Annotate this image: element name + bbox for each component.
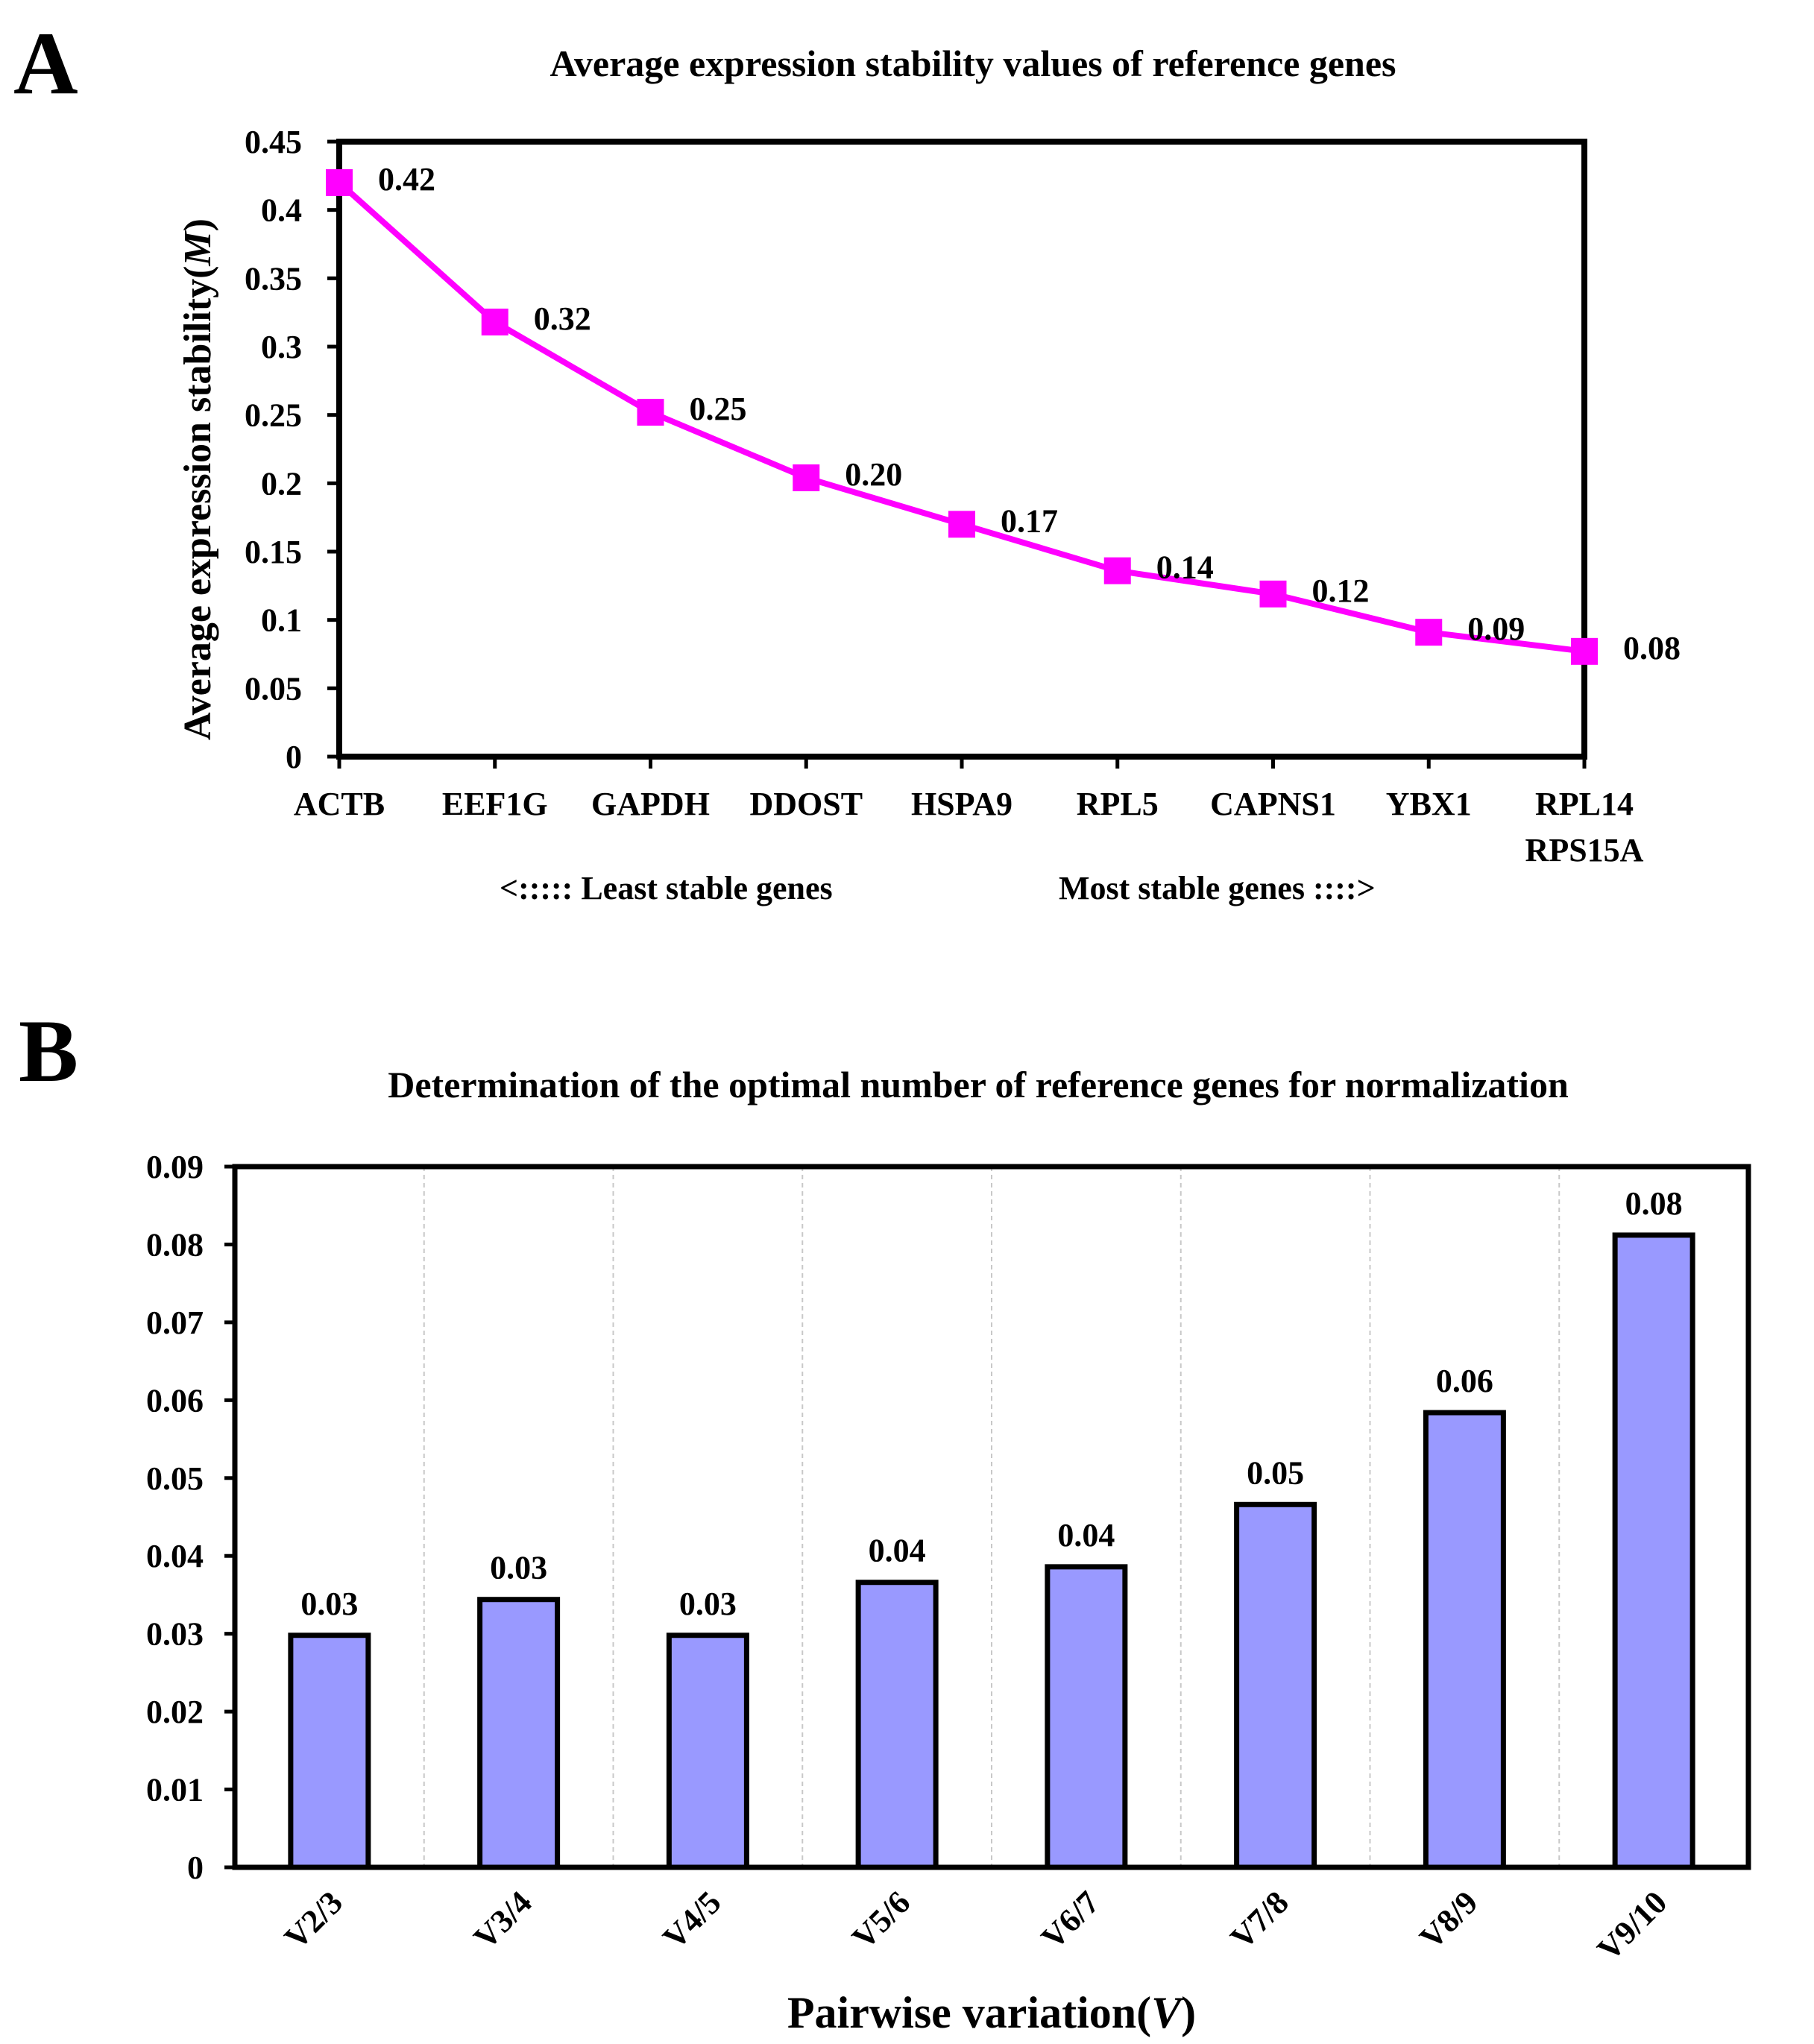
panel-b-y-tick-label: 0.05 bbox=[146, 1460, 204, 1497]
panel-b-y-tick-label: 0 bbox=[187, 1849, 204, 1886]
panel-b-data-label: 0.08 bbox=[1625, 1185, 1683, 1222]
panel-b-data-label: 0.03 bbox=[490, 1550, 547, 1586]
panel-a-category-label: HSPA9 bbox=[911, 786, 1012, 822]
panel-a-y-axis-title: Average expression stability(M) bbox=[177, 218, 219, 740]
panel-b-bar bbox=[1612, 1232, 1695, 1870]
most-stable-annotation: Most stable genes ::::> bbox=[1059, 870, 1376, 906]
panel-b-y-tick-label: 0.07 bbox=[146, 1305, 204, 1341]
panel-b-plot-frame bbox=[232, 1164, 1751, 1870]
panel-a-y-tick-label: 0.35 bbox=[245, 260, 302, 297]
panel-a-y-tick-label: 0.3 bbox=[261, 329, 302, 365]
panel-a-y-tick-label: 0.4 bbox=[261, 192, 302, 229]
panel-b-y-tick-label: 0.03 bbox=[146, 1616, 204, 1653]
panel-b-bar bbox=[666, 1633, 749, 1870]
panel-b-data-label: 0.03 bbox=[679, 1586, 737, 1622]
panel-b-y-tick-label: 0.09 bbox=[146, 1149, 204, 1185]
panel-b-data-label: 0.04 bbox=[1057, 1517, 1115, 1553]
panel-b-data-label: 0.05 bbox=[1247, 1454, 1304, 1491]
panel-b-y-tick-label: 0.01 bbox=[146, 1772, 204, 1808]
panel-a-data-point bbox=[1415, 619, 1443, 646]
panel-a-data-label: 0.12 bbox=[1312, 572, 1370, 609]
panel-b-data-label: 0.03 bbox=[300, 1586, 358, 1622]
panel-b-bar bbox=[1234, 1501, 1317, 1870]
panel-a-data-label: 0.17 bbox=[1001, 502, 1058, 539]
panel-a-data-point bbox=[793, 464, 820, 491]
panel-a-y-tick-label: 0.05 bbox=[245, 670, 302, 707]
panel-b-y-tick-label: 0.02 bbox=[146, 1694, 204, 1730]
panel-a-data-point bbox=[1259, 580, 1287, 608]
panel-a-data-label: 0.42 bbox=[378, 161, 435, 198]
panel-a-category-label: YBX1 bbox=[1386, 786, 1472, 822]
panel-b-plot: 0 0.01 0.02 0.03 0.04 0.05 0.06 0.07 0.08 0.09 0.0… bbox=[146, 1149, 1751, 1968]
panel-b-bar bbox=[1045, 1564, 1128, 1870]
panel-a-y-tick-label: 0 bbox=[286, 739, 302, 775]
panel-a-data-point bbox=[1571, 637, 1598, 665]
panel-a-category-label: GAPDH bbox=[591, 786, 710, 822]
panel-a-data-point bbox=[1103, 557, 1131, 584]
panel-a-title: Average expression stability values of r… bbox=[550, 42, 1396, 84]
panel-b-y-tick-label: 0.04 bbox=[146, 1538, 204, 1574]
panel-a-category-label: RPL14 RPS15A bbox=[1525, 786, 1644, 868]
panel-a-y-tick-label: 0.25 bbox=[245, 397, 302, 434]
panel-b-plot-bg bbox=[235, 1167, 1748, 1867]
panel-b-title: Determination of the optimal number of r… bbox=[388, 1064, 1569, 1105]
panel-b-bar bbox=[855, 1580, 939, 1870]
panel-b-data-label: 0.04 bbox=[869, 1533, 926, 1569]
panel-a-y-tick-label: 0.2 bbox=[261, 465, 302, 502]
panel-a-y-tick-label: 0.45 bbox=[245, 124, 302, 160]
panel-b-data-label: 0.06 bbox=[1436, 1363, 1493, 1399]
panel-a-category-label: ACTB bbox=[294, 786, 385, 822]
panel-a-letter: A bbox=[13, 13, 78, 113]
panel-a-y-tick-label: 0.15 bbox=[245, 534, 302, 570]
panel-b-bar bbox=[1423, 1410, 1506, 1870]
panel-a-data-label: 0.08 bbox=[1623, 630, 1681, 666]
panel-a-category-label: RPL5 bbox=[1077, 786, 1159, 822]
panel-a-category-label: CAPNS1 bbox=[1210, 786, 1336, 822]
panel-b-y-tick-label: 0.06 bbox=[146, 1382, 204, 1419]
panel-b-letter: B bbox=[19, 1001, 78, 1100]
panel-a-category-label: EEF1G bbox=[442, 786, 548, 822]
panel-a-data-label: 0.09 bbox=[1467, 611, 1525, 647]
panel-b-y-tick-label: 0.08 bbox=[146, 1226, 204, 1263]
panel-b-x-axis-title: Pairwise variation(V) bbox=[787, 1988, 1196, 2037]
panel-a-plot: 0 0.05 0.1 0.15 0.2 0.25 0.3 0.35 0.4 0.45 ACTB EEF… bbox=[245, 124, 1681, 868]
panel-b-bar bbox=[288, 1633, 371, 1870]
panel-b-bar bbox=[477, 1597, 561, 1870]
panel-a-category-label: DDOST bbox=[749, 786, 863, 822]
panel-a-data-label: 0.32 bbox=[534, 300, 591, 337]
panel-a-y-tick-label: 0.1 bbox=[261, 602, 302, 639]
panel-a-data-label: 0.14 bbox=[1156, 549, 1214, 586]
panel-a-data-label: 0.20 bbox=[845, 456, 902, 493]
panel-a-data-point bbox=[326, 169, 353, 196]
panel-a-data-point bbox=[637, 399, 664, 426]
panel-a-data-label: 0.25 bbox=[690, 391, 747, 427]
least-stable-annotation: <::::: Least stable genes bbox=[500, 870, 833, 906]
panel-a-data-point bbox=[948, 511, 975, 538]
panel-a-data-point bbox=[481, 309, 508, 335]
